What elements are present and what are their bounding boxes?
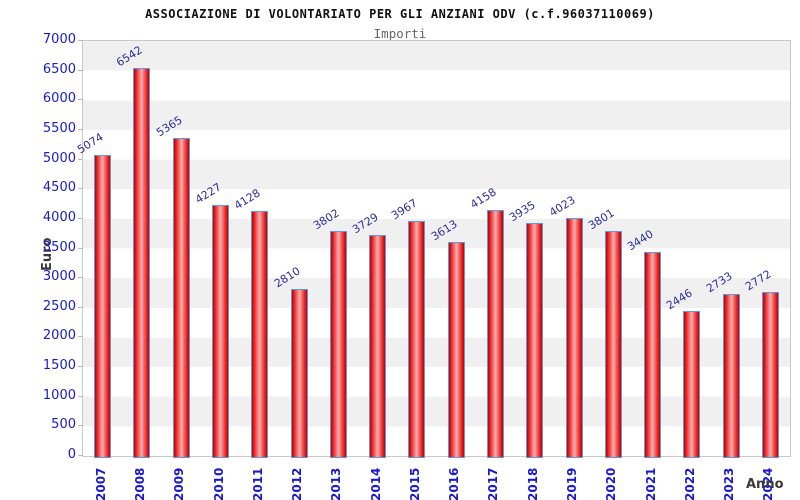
chart-subtitle: Importi [373, 26, 427, 41]
bar [290, 289, 308, 458]
y-tick-label: 2000 [42, 328, 76, 344]
bar [447, 241, 465, 458]
y-tick-mark [78, 217, 83, 219]
y-tick-label: 4500 [42, 180, 76, 196]
bar [683, 311, 701, 458]
x-tick-label: 2017 [486, 467, 501, 500]
bar [526, 222, 544, 458]
x-tick-label: 2013 [329, 467, 344, 500]
x-tick-label: 2016 [447, 467, 462, 500]
chart-title: ASSOCIAZIONE DI VOLONTARIATO PER GLI ANZ… [145, 7, 655, 21]
y-tick-mark [78, 336, 83, 338]
bar [212, 205, 229, 458]
bar-value-label: 6542 [114, 43, 146, 70]
y-tick-label: 7000 [42, 32, 76, 47]
bar-value-label: 4023 [546, 192, 578, 219]
y-tick-label: 5000 [42, 150, 76, 166]
x-tick-label: 2021 [643, 467, 658, 500]
bar [369, 234, 387, 458]
bar-value-label: 5365 [153, 113, 185, 140]
y-tick-mark [78, 306, 83, 308]
bar [133, 68, 151, 458]
x-tick-label: 2008 [132, 467, 147, 500]
y-tick-label: 500 [51, 417, 76, 433]
bar-value-label: 2772 [742, 267, 774, 293]
y-tick-mark [78, 277, 83, 279]
bar-value-label: 3935 [507, 198, 538, 224]
y-tick-label: 1000 [42, 387, 76, 403]
bar-value-label: 3802 [310, 206, 342, 232]
y-tick-label: 0 [67, 447, 76, 462]
bar-value-label: 3729 [350, 210, 381, 237]
bar-value-label: 3440 [625, 227, 656, 254]
y-tick-label: 4000 [42, 209, 76, 225]
y-tick-mark [78, 425, 83, 427]
y-tick-label: 3500 [42, 239, 76, 255]
bar [722, 294, 740, 458]
x-tick-label: 2018 [525, 467, 540, 500]
bar-value-label: 5074 [75, 130, 106, 157]
bar-value-label: 3613 [428, 217, 460, 244]
x-tick-label: 2015 [407, 467, 422, 500]
bar [172, 137, 190, 458]
y-tick-mark [78, 99, 83, 101]
x-tick-label: 2019 [565, 467, 579, 500]
bar [565, 217, 583, 458]
bar-value-label: 3801 [585, 206, 617, 232]
x-tick-label: 2010 [211, 467, 226, 500]
bar [761, 291, 779, 458]
bar-value-label: 2446 [664, 286, 695, 313]
x-tick-label: 2007 [93, 467, 108, 500]
bar-value-label: 2810 [271, 264, 303, 291]
y-tick-label: 3000 [42, 269, 76, 285]
x-tick-label: 2011 [250, 467, 265, 500]
x-tick-label: 2014 [368, 467, 383, 500]
bar-value-label: 2733 [703, 269, 735, 296]
y-tick-label: 1500 [42, 358, 76, 374]
y-tick-mark [78, 188, 83, 190]
bar-value-label: 4158 [467, 184, 499, 211]
x-tick-label: 2009 [172, 467, 187, 500]
bar-value-label: 4128 [232, 186, 263, 213]
y-tick-label: 6500 [42, 61, 76, 77]
bar [644, 252, 661, 458]
y-tick-mark [78, 395, 83, 397]
x-tick-label: 2023 [722, 467, 737, 500]
y-tick-mark [78, 40, 83, 41]
y-tick-mark [78, 455, 83, 456]
y-tick-mark [78, 128, 83, 130]
plot-area: 5074 6542 5365 4227 4128 2810 3802 3729 3967 3613… [75, 40, 791, 458]
bar [94, 155, 112, 458]
y-tick-label: 5500 [42, 120, 76, 136]
y-tick-mark [78, 366, 83, 368]
bar [329, 230, 347, 458]
y-tick-label: 6000 [42, 91, 76, 107]
x-tick-label: 2012 [290, 467, 304, 500]
x-tick-label: 2022 [682, 467, 697, 500]
bar-value-label: 3967 [389, 196, 421, 223]
y-tick-mark [78, 158, 83, 160]
bar-value-label: 4227 [193, 180, 224, 207]
bar [486, 209, 504, 458]
bar [251, 211, 269, 458]
y-tick-label: 2500 [42, 298, 76, 314]
y-tick-mark [78, 247, 83, 249]
y-tick-mark [78, 69, 83, 71]
bar [408, 220, 426, 458]
x-tick-label: 2020 [604, 467, 619, 500]
x-axis-title: Anno [746, 477, 784, 492]
bar [604, 230, 622, 458]
